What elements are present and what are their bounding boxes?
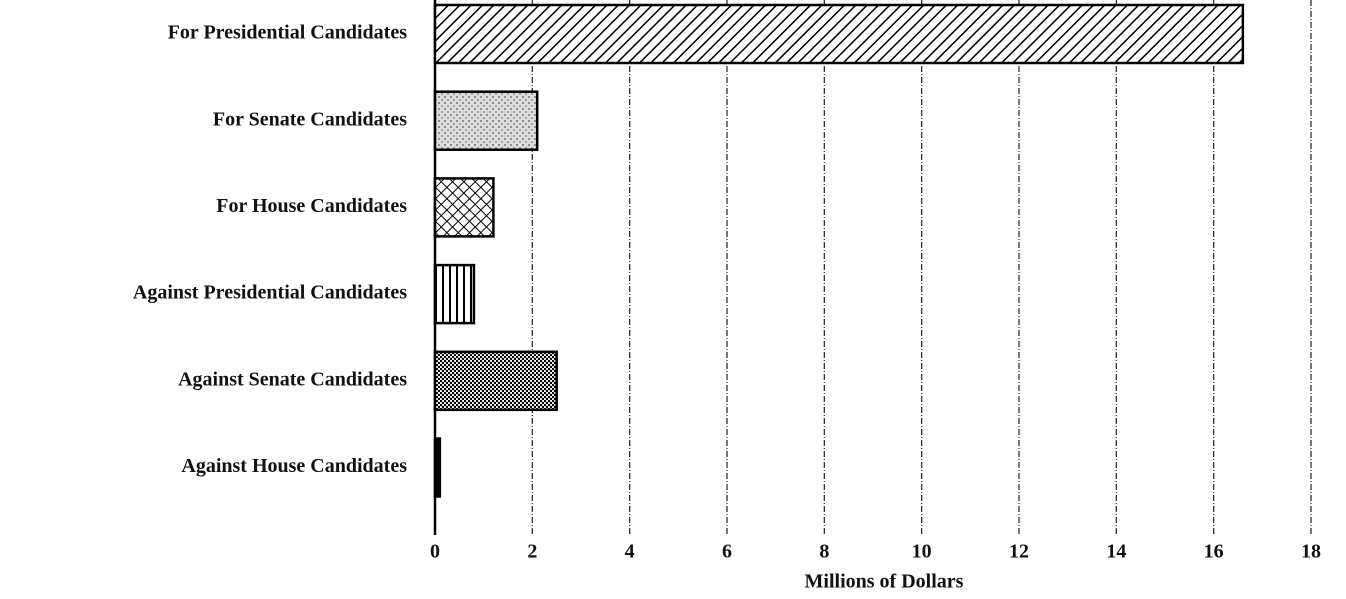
y-tick-label: For Presidential Candidates: [168, 22, 407, 44]
x-axis-label: Millions of Dollars: [805, 571, 964, 593]
bar: [433, 3, 1245, 65]
bar: [433, 90, 539, 151]
x-tick-label: 12: [1009, 541, 1029, 563]
x-tick-label: 4: [625, 541, 635, 563]
bar: [433, 350, 558, 412]
bar: [433, 177, 495, 238]
x-tick-label: 16: [1204, 541, 1224, 563]
x-tick-label: 8: [819, 541, 829, 563]
x-tick-label: 0: [430, 541, 440, 563]
x-tick-label: 10: [912, 541, 932, 563]
y-tick-label: Against Presidential Candidates: [133, 282, 407, 304]
y-tick-label: Against House Candidates: [181, 455, 407, 477]
x-tick-label: 18: [1301, 541, 1321, 563]
bar: [433, 263, 476, 325]
x-tick-label: 6: [722, 541, 732, 563]
x-tick-label: 2: [527, 541, 537, 563]
x-tick-label: 14: [1106, 541, 1126, 563]
y-tick-label: For House Candidates: [216, 195, 407, 217]
y-tick-label: For Senate Candidates: [213, 108, 407, 130]
y-tick-label: Against Senate Candidates: [178, 368, 407, 390]
bar: [433, 437, 442, 498]
